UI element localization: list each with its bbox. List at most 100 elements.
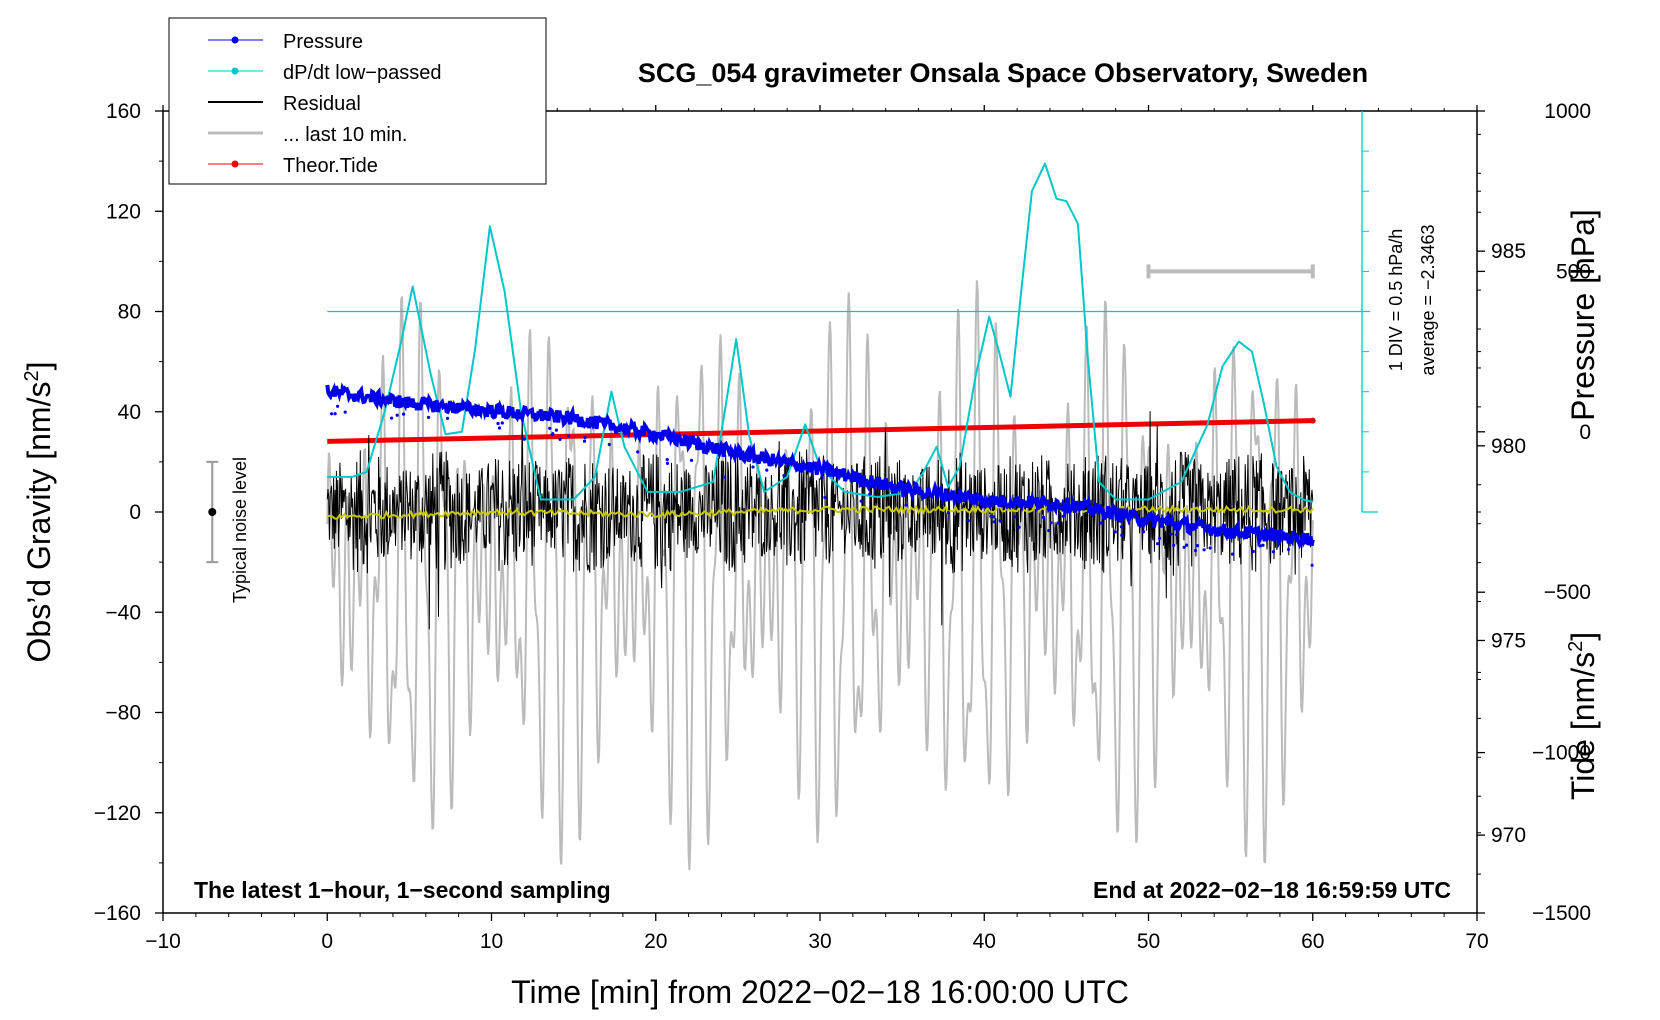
legend-label-residual: Residual — [283, 93, 361, 115]
pressure-point — [966, 519, 970, 523]
legend-label-dpdt: dP/dt low−passed — [283, 62, 441, 84]
pressure-point — [992, 520, 996, 524]
pressure-point — [1017, 525, 1021, 529]
y-axis-title-tide: Tide [nm/s2] — [1565, 632, 1601, 800]
pressure-point — [333, 412, 337, 416]
pressure-point — [904, 503, 908, 507]
x-tick-label: 30 — [808, 930, 831, 953]
pressure-point — [1099, 521, 1104, 525]
pressure-point — [782, 473, 786, 478]
sampling-note: The latest 1−hour, 1−second sampling — [194, 877, 611, 903]
pressure-tick-label: 980 — [1491, 435, 1526, 458]
chart-title: SCG_054 gravimeter Onsala Space Observat… — [638, 58, 1368, 88]
tide-line — [327, 418, 1313, 444]
pressure-line — [325, 382, 1315, 550]
pressure-point — [1271, 550, 1276, 554]
pressure-point — [1193, 548, 1198, 553]
legend-entry-pressure: Pressure — [208, 31, 363, 53]
pressure-point — [1141, 530, 1146, 534]
pressure-tick-label: 975 — [1491, 629, 1526, 652]
pressure-point — [1113, 530, 1117, 534]
pressure-point — [1158, 536, 1162, 541]
tide-tick-label: −500 — [1544, 581, 1591, 604]
pressure-point — [998, 519, 1002, 523]
pressure-point — [1120, 533, 1124, 537]
pressure-point — [859, 499, 863, 503]
pressure-point — [1047, 529, 1051, 533]
residual-smoothed-series — [327, 504, 1314, 521]
pressure-point — [1013, 515, 1017, 519]
x-tick-label: 20 — [644, 930, 667, 953]
pressure-point — [1056, 521, 1060, 525]
x-tick-label: 60 — [1301, 930, 1324, 953]
pressure-point — [1230, 552, 1235, 556]
pressure-point — [402, 412, 406, 416]
y-tick-label: 40 — [118, 401, 141, 424]
pressure-point — [751, 465, 755, 469]
tide-tick-label: −1500 — [1532, 902, 1591, 925]
tide-tick-label: 0 — [1579, 421, 1591, 444]
pressure-point — [1286, 547, 1291, 552]
pressure-point — [665, 458, 669, 462]
pressure-point — [496, 421, 500, 426]
legend-label-last10: ... last 10 min. — [283, 124, 408, 146]
y-axis-title-pressure: Pressure [hPa] — [1565, 209, 1601, 421]
annotations — [206, 264, 1315, 564]
tide-tick-label: −1000 — [1532, 742, 1591, 765]
pressure-point — [1049, 521, 1053, 525]
noise-level-label: Typical noise level — [230, 457, 250, 603]
pressure-point — [989, 514, 993, 518]
legend-entry-dpdt: dP/dt low−passed — [208, 62, 441, 84]
tide-tick-label: 1000 — [1544, 100, 1591, 123]
pressure-point — [607, 442, 611, 447]
pressure-point — [522, 437, 526, 441]
pressure-point — [446, 416, 450, 420]
dpdt-series — [327, 111, 1379, 513]
dpdt-line — [327, 162, 1314, 503]
legend: Pressure dP/dt low−passed Residual ... l… — [168, 17, 547, 185]
y-tick-label: 0 — [129, 501, 141, 524]
x-tick-label: 70 — [1465, 930, 1488, 953]
x-axis-title: Time [min] from 2022−02−18 16:00:00 UTC — [511, 974, 1129, 1010]
y-tick-label: −40 — [105, 601, 141, 624]
pressure-point — [636, 450, 640, 454]
pressure-point — [551, 432, 555, 436]
residual-smoothed-line — [327, 504, 1314, 521]
pressure-point — [1258, 544, 1262, 548]
x-tick-label: 40 — [973, 930, 996, 953]
legend-entry-tide: Theor.Tide — [208, 155, 378, 177]
pressure-point — [395, 413, 399, 417]
pressure-point — [567, 434, 571, 438]
y-tick-label: −160 — [94, 902, 141, 925]
tide-tick-label: 500 — [1556, 260, 1591, 283]
pressure-point — [992, 515, 996, 519]
legend-marker-tide — [231, 160, 239, 168]
pressure-point — [1169, 532, 1173, 536]
scale-label: 1 DIV = 0.5 hPa/h — [1386, 229, 1406, 372]
pressure-point — [582, 439, 587, 443]
pressure-point — [1175, 533, 1179, 537]
legend-label-tide: Theor.Tide — [283, 155, 378, 177]
pressure-point — [427, 415, 431, 419]
pressure-point — [1119, 525, 1123, 529]
pressure-point — [1156, 542, 1160, 546]
pressure-point — [1061, 514, 1065, 518]
noise-level-point — [208, 508, 217, 516]
pressure-point — [723, 475, 727, 479]
legend-marker-pressure — [231, 36, 239, 44]
y-tick-label: −80 — [105, 702, 141, 725]
pressure-tick-label: 970 — [1491, 824, 1526, 847]
pressure-point — [689, 458, 694, 462]
pressure-point — [343, 410, 347, 414]
tide-end-marker — [1309, 417, 1316, 424]
pressure-point — [823, 495, 827, 500]
pressure-point — [500, 421, 504, 425]
y-tick-label: −120 — [94, 802, 141, 825]
pressure-point — [765, 468, 769, 472]
x-tick-label: 50 — [1137, 930, 1160, 953]
pressure-point — [1172, 543, 1176, 547]
y-tick-label: 80 — [118, 301, 141, 324]
pressure-point — [554, 428, 559, 432]
x-tick-label: 0 — [321, 930, 333, 953]
